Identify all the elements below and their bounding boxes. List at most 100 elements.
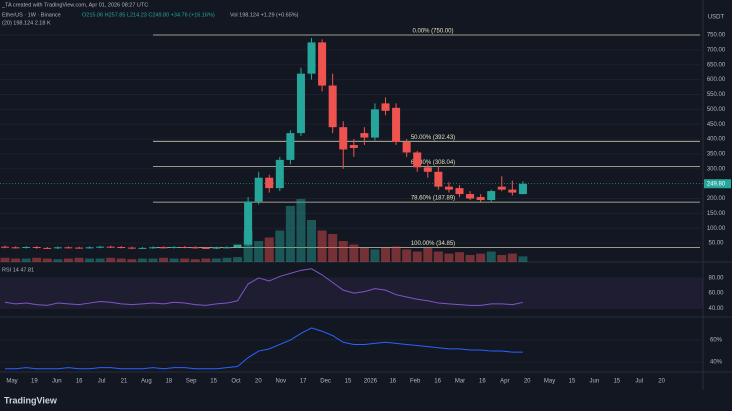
volume-bar (391, 246, 401, 262)
volume-bar (359, 248, 369, 262)
y-tick-label: 750.00 (707, 33, 726, 39)
candle-body (85, 247, 94, 249)
candle-body (286, 133, 295, 160)
volume-bar (285, 206, 295, 262)
volume-bar (370, 249, 380, 262)
candle-body (191, 247, 200, 249)
candle-body (148, 247, 157, 249)
x-tick-label: Feb (410, 379, 421, 385)
y-tick-label: 200.00 (707, 196, 726, 202)
x-tick-label: 15 (613, 379, 620, 385)
volume-bar (11, 258, 21, 262)
rsi-line (4, 268, 524, 306)
candle-body (508, 189, 517, 193)
candle-body (265, 177, 274, 189)
x-tick-label: 20 (524, 379, 531, 385)
candle-body (466, 194, 475, 199)
volume-bar (53, 259, 63, 262)
volume-bar (497, 255, 507, 262)
y-tick-label: 400.00 (707, 137, 726, 143)
x-tick-label: 20 (255, 379, 262, 385)
candle-body (222, 247, 231, 249)
ohlc: O215.06 H257.85 L214.23 C249.80 +34.76 (… (82, 12, 215, 18)
candle-body (244, 201, 253, 245)
y-tick-label: 100.00 (707, 226, 726, 232)
x-tick-label: 16 (434, 379, 441, 385)
volume-bar (180, 258, 190, 262)
oscillator-line (5, 327, 523, 370)
y-tick-label: 350.00 (707, 152, 726, 158)
candle-body (423, 167, 432, 172)
y-tick-label: 60.00 (708, 291, 724, 297)
candle-body (413, 152, 422, 168)
x-tick-label: Sep (186, 379, 197, 385)
volume-bar (74, 257, 84, 262)
volume-bar (159, 257, 169, 262)
volume-label: Vol 198.124 +1.29 (+0.65%) (230, 12, 299, 18)
volume-bar (116, 258, 126, 262)
volume-bar (222, 257, 232, 262)
volume-bar (307, 220, 317, 262)
x-tick-label: May (544, 379, 555, 385)
candle-body (212, 247, 221, 249)
volume-bar (85, 258, 95, 262)
candle-body (392, 107, 401, 143)
x-tick-label: 16 (76, 379, 83, 385)
candle-body (370, 109, 379, 138)
y-tick-label: 300.00 (707, 166, 726, 172)
volume-bar (317, 230, 327, 262)
footer-logo: TradingView (4, 395, 58, 405)
volume-bar (518, 256, 528, 262)
fib-label: 61.80% (308.04) (411, 160, 455, 166)
x-tick-label: Aug (141, 379, 152, 385)
x-tick-label: 21 (121, 379, 128, 385)
candle-body (296, 73, 305, 134)
volume-bar (243, 230, 253, 262)
x-tick-label: 19 (31, 379, 38, 385)
y-tick-label: 60% (710, 338, 723, 344)
x-tick-label: Jul (98, 379, 106, 385)
price-tag: 249.80 (707, 181, 726, 187)
y-tick-label: 40.00 (708, 306, 724, 312)
y-tick-label: 650.00 (707, 62, 726, 68)
candle-body (127, 247, 136, 249)
x-tick-label: Jul (635, 379, 643, 385)
y-tick-label: 450.00 (707, 122, 726, 128)
volume-bar (42, 258, 52, 262)
candle-body (106, 246, 115, 248)
y-tick-label: 600.00 (707, 77, 726, 83)
x-tick-label: Jun (590, 379, 600, 385)
candle-body (180, 246, 189, 248)
y-tick-label: 150.00 (707, 211, 726, 217)
volume-bar (148, 258, 158, 262)
candle-body (233, 244, 242, 248)
x-tick-label: Mar (455, 379, 465, 385)
candle-body (434, 171, 443, 187)
candle-body (307, 42, 316, 74)
volume-bar (254, 241, 264, 262)
volume-bar (402, 249, 412, 262)
volume-bar (264, 237, 274, 262)
volume-bar (381, 248, 391, 262)
candle-body (53, 247, 62, 249)
volume-bar (201, 258, 211, 262)
header-title: _TA created with TradingView.com, Apr 01… (1, 2, 148, 8)
symbol: EtherUS · 1W · Binance (2, 12, 61, 18)
x-tick-label: 18 (165, 379, 172, 385)
volume-bar (328, 234, 338, 262)
candle-body (360, 133, 369, 138)
fib-label: 50.00% (392.43) (411, 135, 455, 141)
fib-label: 100.00% (34.85) (411, 241, 455, 247)
volume-bar (95, 258, 105, 262)
candle-body (381, 103, 390, 111)
fib-label: 0.00% (750.00) (412, 29, 453, 35)
price-tag-bg (704, 179, 731, 189)
volume-bar (338, 241, 348, 262)
candle-body (318, 42, 327, 86)
y-tick-label: 500.00 (707, 107, 726, 113)
fib-label: 78.60% (187.89) (411, 196, 455, 202)
candle-body (275, 159, 284, 189)
x-tick-label: 17 (300, 379, 307, 385)
y-tick-label: 550.00 (707, 92, 726, 98)
